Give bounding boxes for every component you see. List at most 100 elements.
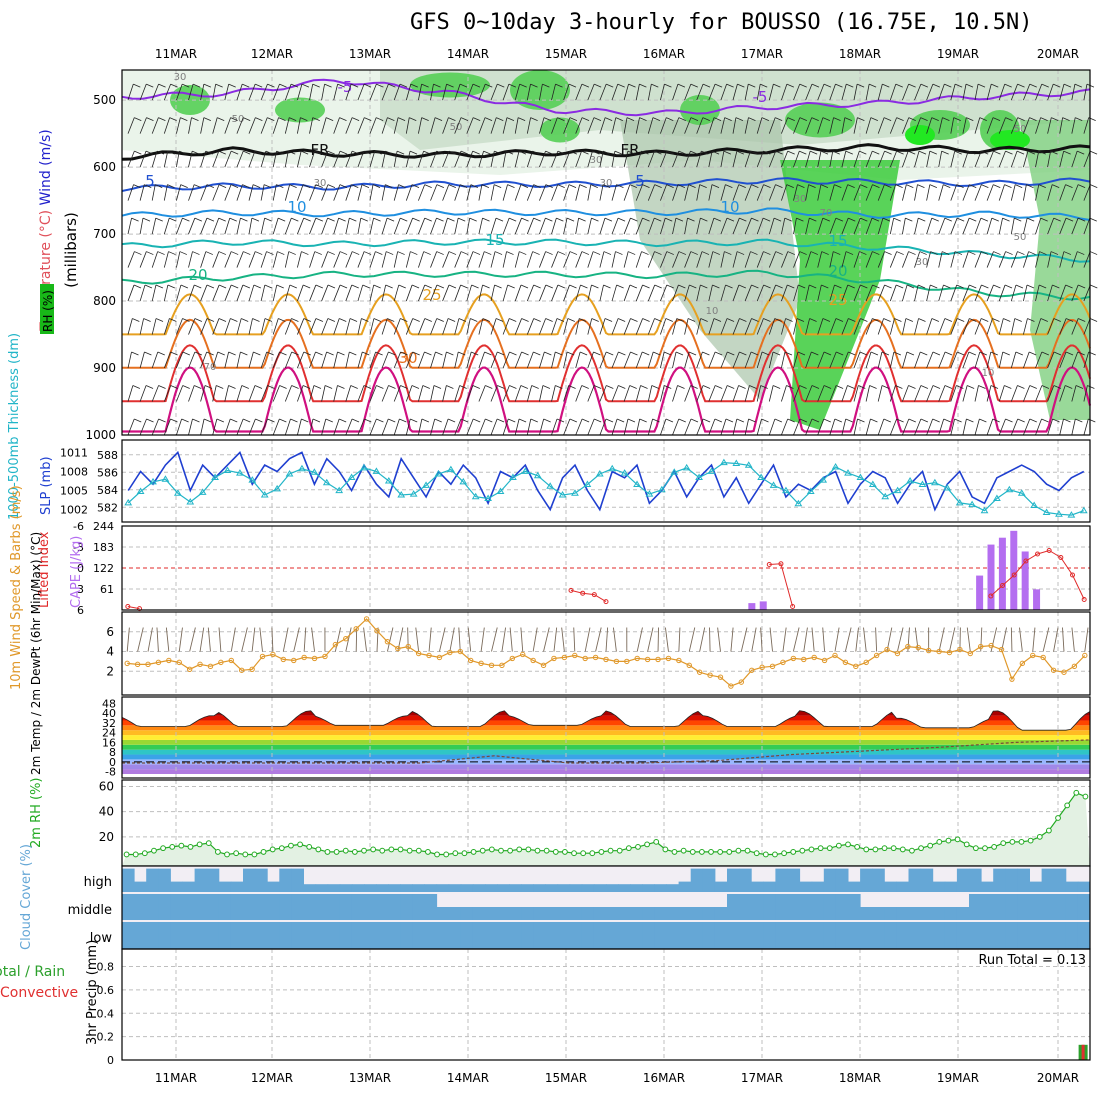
- cloud-high-bar: [1065, 881, 1079, 892]
- wind-barb: [1035, 117, 1041, 134]
- wind-barb: [151, 351, 159, 369]
- wind-barb: [846, 83, 854, 88]
- wind-barb: [877, 251, 885, 268]
- wind-barb: [204, 385, 213, 389]
- wind-barb: [312, 117, 320, 121]
- rh-marker: [799, 847, 806, 854]
- wind-barb: [998, 284, 1006, 302]
- cloud-high-bar: [956, 868, 970, 892]
- wind-barb: [954, 150, 962, 155]
- wind-barb: [666, 117, 674, 121]
- wind-barb: [642, 217, 650, 222]
- wind-barb: [282, 627, 289, 652]
- wind-barb: [799, 418, 808, 423]
- cloud-high-bar: [593, 884, 607, 892]
- rh-marker: [169, 844, 176, 850]
- cloud-low-bar: [412, 922, 425, 949]
- wind-barb: [472, 385, 480, 389]
- thickness-marker: [918, 480, 927, 487]
- cloud-middle-bar: [472, 907, 486, 920]
- cloud-low-bar: [981, 922, 994, 949]
- wind-barb: [1062, 117, 1070, 121]
- rh-axis-label: 2m RH (%): [29, 777, 44, 848]
- wind-marker: [561, 654, 568, 661]
- wind-barb: [684, 351, 690, 369]
- wind-barb: [236, 318, 242, 335]
- wind-barb: [514, 151, 520, 168]
- wind-barb: [604, 318, 613, 322]
- cloud-middle-bar: [702, 907, 716, 920]
- wind-marker: [259, 653, 266, 660]
- cloud-middle-bar: [533, 907, 546, 920]
- wind-barb: [811, 385, 820, 389]
- wind-barb: [652, 117, 661, 121]
- wind-barb: [192, 418, 200, 423]
- wind-barb: [411, 385, 420, 389]
- wind-barb: [506, 251, 514, 255]
- wind-barb: [772, 385, 781, 389]
- rh-marker: [288, 842, 294, 849]
- wind-barb: [381, 117, 388, 134]
- wind-barb: [635, 84, 640, 101]
- wind-barb: [962, 251, 969, 268]
- wind-barb: [267, 83, 275, 88]
- wind-barb: [702, 83, 711, 88]
- wind-barb: [805, 217, 810, 235]
- wind-barb: [865, 217, 873, 235]
- date-label-bottom: 19MAR: [937, 1071, 979, 1085]
- wind-barb: [950, 385, 957, 402]
- cloud-low-bar: [460, 922, 474, 949]
- wind-barb: [167, 284, 175, 289]
- thickness-marker: [446, 465, 455, 473]
- wind-barb: [252, 318, 260, 322]
- wind-barb: [938, 418, 945, 436]
- thickness-marker: [422, 481, 430, 488]
- rh-marker: [635, 844, 641, 850]
- wind-barb: [345, 84, 352, 101]
- wind-barb: [835, 318, 844, 322]
- wind-barb: [986, 150, 994, 168]
- wind-barb: [974, 284, 982, 302]
- wind-barb: [373, 217, 381, 222]
- cloud-middle-bar: [1005, 894, 1018, 920]
- contour-label: 30: [174, 72, 187, 83]
- wind-barb: [893, 217, 901, 222]
- wind-barb: [454, 385, 461, 402]
- wind-barb: [361, 184, 370, 188]
- wind-barb: [127, 217, 132, 235]
- wind-barb: [230, 318, 238, 322]
- wind-barb: [133, 83, 141, 88]
- wind-barb: [1040, 217, 1048, 222]
- wind-barb: [139, 385, 147, 402]
- rh-marker: [945, 837, 952, 844]
- wind-barb: [482, 284, 490, 289]
- wind-barb: [768, 84, 774, 101]
- thickness-marker: [310, 468, 319, 475]
- wind-barb: [387, 117, 395, 121]
- wind-barb: [760, 627, 763, 652]
- wind-barb: [478, 351, 485, 369]
- date-label-bottom: 20MAR: [1037, 1071, 1079, 1085]
- cloud-low-bar: [714, 922, 728, 949]
- wind-barb: [1010, 83, 1018, 101]
- wind-barb: [881, 351, 890, 356]
- wind-barb: [630, 351, 638, 356]
- wind-marker: [832, 652, 838, 659]
- rh-marker: [214, 849, 221, 855]
- wind-barb: [884, 284, 892, 289]
- wind-barb: [914, 251, 921, 268]
- cloud-low-bar: [122, 922, 135, 949]
- wind-barb: [418, 251, 425, 268]
- wind-barb: [398, 284, 406, 289]
- wind-barb: [930, 284, 938, 289]
- wind-barb: [902, 351, 908, 369]
- wind-barb: [155, 318, 164, 322]
- wind-barb: [696, 83, 704, 101]
- wind-barb: [1023, 151, 1029, 168]
- wind-barb: [248, 385, 256, 402]
- wind-barb: [169, 117, 177, 121]
- wind-barb: [376, 418, 384, 423]
- wind-barb: [974, 217, 982, 235]
- li-tick-label: -3: [73, 541, 84, 554]
- wind-barb: [276, 284, 284, 289]
